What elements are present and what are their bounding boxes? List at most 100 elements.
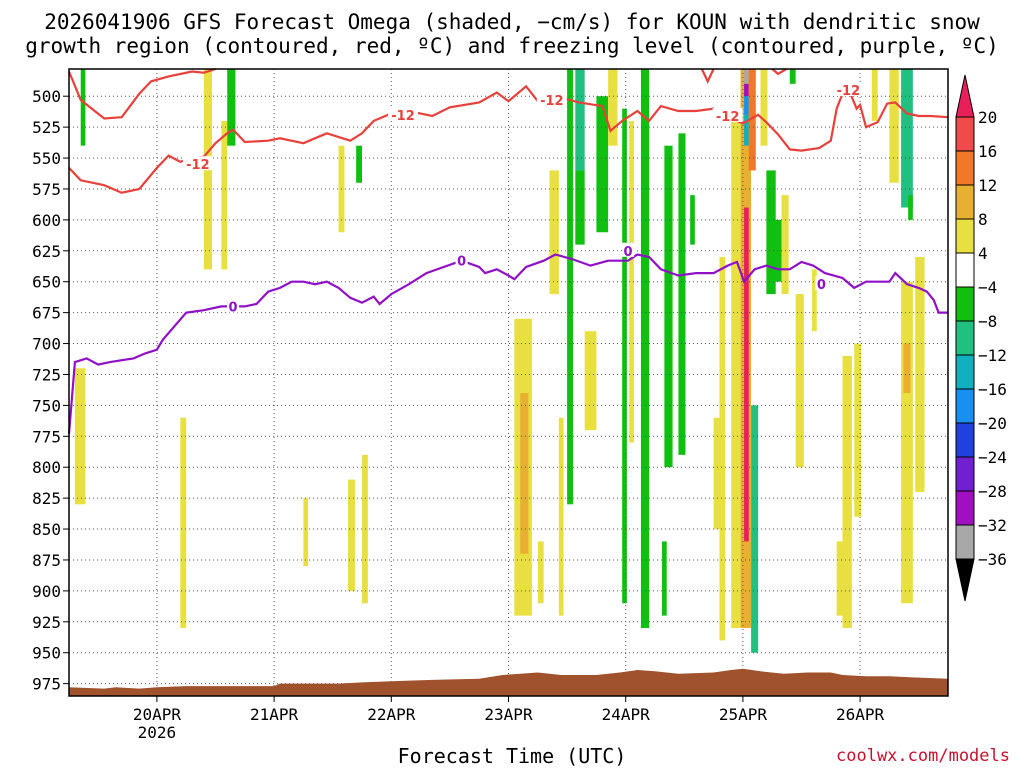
omega-cell [80,69,86,146]
colorbar-swatch [955,150,975,186]
omega-cell [622,108,627,604]
dgz-contour-label: -12 [186,158,210,173]
omega-cell [549,170,559,295]
chart-title-line-1: 2026041906 GFS Forecast Omega (shaded, −… [44,10,980,34]
dgz-contour-label-bg [388,106,419,121]
dgz-contour-label: -12 [391,109,415,124]
y-tick-label: 850 [32,520,61,539]
terrain-layer [69,668,948,696]
colorbar-swatch [955,218,975,254]
dgz-contour-label: -12 [540,94,564,109]
omega-cell [903,343,911,394]
omega-cell [690,195,695,245]
omega-cell [731,120,741,628]
y-tick-label: 750 [32,396,61,415]
dgz-contour-line [68,84,949,194]
omega-cell [751,405,759,653]
colorbar-level-label: 12 [978,176,997,195]
x-tick-label: 25APR [719,705,768,724]
omega-cell [575,69,585,171]
omega-cell [795,294,804,468]
colorbar-level-label: −36 [978,550,1007,569]
x-tick-label: 21APR [250,705,299,724]
dgz-contour-label: -12 [716,110,740,125]
y-tick-label: 725 [32,365,61,384]
grid-layer [69,69,948,696]
colorbar-level-label: −4 [978,278,997,297]
omega-cell [789,69,796,84]
omega-cell [664,145,673,468]
colorbar-level-label: 20 [978,108,997,127]
omega-cell [362,454,368,604]
x-axis-label: Forecast Time (UTC) [397,744,627,768]
x-tick-label: 20APR [133,705,182,724]
dgz-contour-line [771,68,787,76]
colorbar-swatch [955,422,975,458]
colorbar-level-label: −8 [978,312,997,331]
colorbar-level-label: 4 [978,244,988,263]
colorbar-level-label: 8 [978,210,988,229]
freezing-contour-label-bg [455,252,468,267]
dgz-contour-line [700,68,715,84]
y-tick-label: 900 [32,582,61,601]
omega-cell [774,219,782,282]
y-tick-label: 800 [32,458,61,477]
colorbar-level-label: −16 [978,380,1007,399]
freezing-contour-label: 0 [457,255,466,270]
omega-cell [567,69,573,505]
omega-cell [227,69,236,146]
colorbar-bottom-arrow [955,558,975,602]
x-tick-sublabel: 2026 [138,723,177,742]
colorbar-swatch [955,388,975,424]
omega-cell [356,145,362,183]
y-tick-label: 600 [32,211,61,230]
y-tick-label: 950 [32,644,61,663]
colorbar-level-label: −24 [978,448,1007,467]
omega-cell [719,256,726,641]
freezing-level-contour-line [67,253,948,434]
omega-cell [871,69,878,121]
x-tick-label: 26APR [836,705,885,724]
omega-cell [748,69,756,171]
freezing-contour-label-bg [227,298,240,313]
colorbar-legend: 20 16 12 8 4 −4 −8 −12 −16 −20 −24 −28 −32 −36 [955,74,1007,602]
omega-cell [596,96,609,233]
contour-layer: -12 -12 -12 -12 -12 0 0 0 0 [67,67,949,434]
dgz-contour-label-bg [182,156,213,171]
omega-cell [744,69,749,84]
freezing-contour-label-bg [815,276,828,291]
colorbar-swatch [955,490,975,526]
omega-cell [744,114,749,146]
omega-cell [901,69,913,208]
x-tick-label: 22APR [367,705,416,724]
colorbar-level-label: 16 [978,142,997,161]
dgz-contour-label: -12 [837,84,861,99]
colorbar-swatch [955,252,975,288]
y-tick-label: 575 [32,180,61,199]
omega-cell [303,498,309,567]
colorbar-swatch [955,524,975,560]
omega-cell [180,417,187,628]
colorbar-swatch [955,184,975,220]
omega-cell [221,120,228,270]
freezing-contour-label: 0 [229,300,238,315]
y-tick-label: 500 [32,87,61,106]
freezing-contour-label: 0 [624,245,633,260]
omega-cell [781,195,789,295]
colorbar-swatch [955,354,975,390]
y-tick-label: 825 [32,489,61,508]
colorbar-level-label: −12 [978,346,1007,365]
omega-cell [520,393,529,554]
omega-cell [744,83,749,97]
dgz-contour-label-bg [833,82,864,97]
y-tick-label: 925 [32,613,61,632]
omega-cell [608,69,618,146]
colorbar-level-label: −20 [978,414,1007,433]
colorbar-level-label: −32 [978,516,1007,535]
omega-shading-layer [74,69,925,653]
omega-cell [629,120,634,443]
omega-cell [889,69,899,183]
dgz-contour-label-bg [536,91,567,106]
